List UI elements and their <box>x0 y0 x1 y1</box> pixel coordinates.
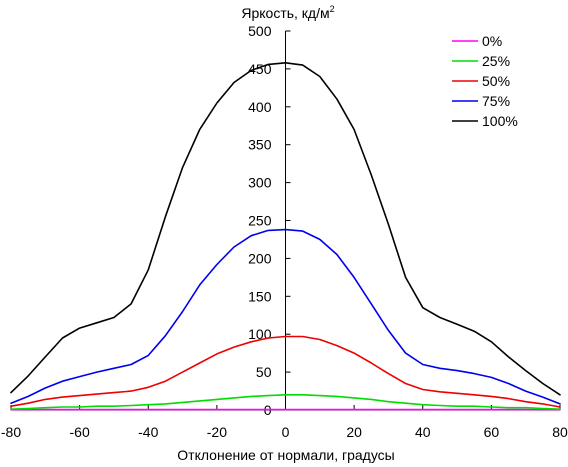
y-tick-label-150: 150 <box>248 288 272 304</box>
x-tick-label--20: -20 <box>207 424 227 440</box>
legend-label-50pct: 50% <box>482 73 510 89</box>
y-tick-label-50: 50 <box>256 364 272 380</box>
series-line-75pct <box>10 228 561 405</box>
y-tick-label-450: 450 <box>248 61 272 77</box>
legend-label-100pct: 100% <box>482 113 518 129</box>
legend-label-25pct: 25% <box>482 53 510 69</box>
series-line-50pct <box>10 335 561 408</box>
y-tick-label-500: 500 <box>248 23 272 39</box>
x-tick-label-0: 0 <box>282 424 290 440</box>
legend-label-75pct: 75% <box>482 93 510 109</box>
y-tick-label-200: 200 <box>248 250 272 266</box>
y-tick-label-300: 300 <box>248 175 272 191</box>
y-axis-title: Яркость, кд/м2 <box>241 4 334 21</box>
x-tick-label-40: 40 <box>415 424 431 440</box>
series-line-25pct <box>10 393 561 411</box>
y-tick-label-350: 350 <box>248 137 272 153</box>
y-tick-label-250: 250 <box>248 213 272 229</box>
series-line-100pct <box>10 61 561 396</box>
y-tick-label-400: 400 <box>248 99 272 115</box>
legend-label-0pct: 0% <box>482 33 502 49</box>
x-tick-label-80: 80 <box>552 424 568 440</box>
x-tick-label--40: -40 <box>138 424 158 440</box>
legend: 0% 25% 50% 75% 100% <box>452 33 518 129</box>
y-axis-title-superscript: 2 <box>330 4 335 14</box>
x-axis-title: Отклонение от нормали, градусы <box>177 447 394 463</box>
x-tick-label-60: 60 <box>484 424 500 440</box>
x-tick-label-20: 20 <box>346 424 362 440</box>
x-tick-label--80: -80 <box>1 424 21 440</box>
x-tick-label--60: -60 <box>70 424 90 440</box>
